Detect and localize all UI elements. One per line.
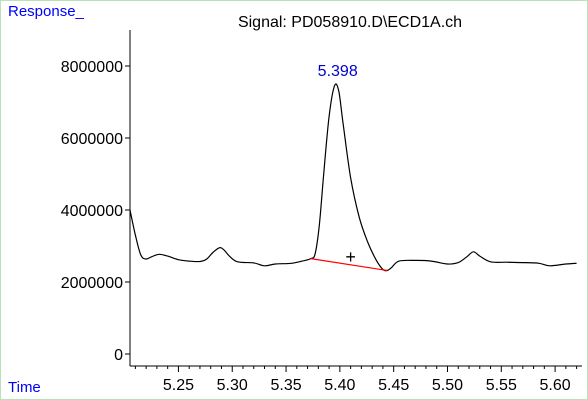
- x-tick-label: 5.45: [378, 377, 409, 394]
- signal-trace: [129, 83, 577, 272]
- y-tick-label: 2000000: [61, 275, 123, 292]
- y-tick-label: 8000000: [61, 59, 123, 76]
- integration-baseline: [310, 258, 388, 272]
- chart-title: Signal: PD058910.D\ECD1A.ch: [238, 14, 462, 31]
- x-tick-label: 5.55: [486, 377, 517, 394]
- x-tick-label: 5.50: [432, 377, 463, 394]
- y-tick-label: 6000000: [61, 131, 123, 148]
- x-tick-label: 5.25: [163, 377, 194, 394]
- crosshair-marker: +: [345, 247, 356, 267]
- y-tick-label: 0: [114, 347, 123, 364]
- x-tick-label: 5.40: [324, 377, 355, 394]
- y-axis-title: Response_: [8, 3, 85, 20]
- y-tick-label: 4000000: [61, 203, 123, 220]
- x-axis-title: Time: [8, 379, 41, 396]
- peak-label: 5.398: [318, 63, 358, 80]
- x-tick-label: 5.35: [270, 377, 301, 394]
- x-tick-label: 5.30: [217, 377, 248, 394]
- x-tick-label: 5.60: [540, 377, 571, 394]
